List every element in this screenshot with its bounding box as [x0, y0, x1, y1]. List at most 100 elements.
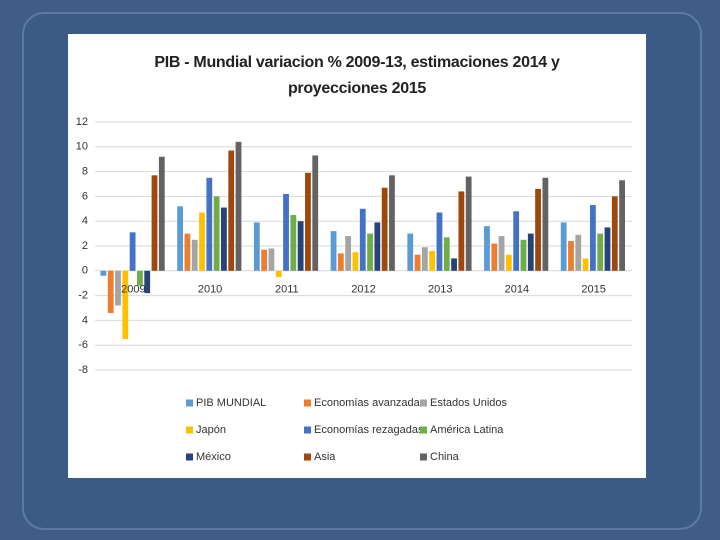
x-tick-label: 2011	[275, 284, 299, 296]
bar	[191, 239, 198, 271]
y-tick-label: -2	[78, 290, 88, 302]
legend-swatch	[186, 453, 193, 461]
bar	[184, 233, 191, 271]
bar	[345, 236, 352, 271]
bar	[137, 270, 143, 286]
bar	[491, 243, 498, 271]
bar	[484, 226, 490, 271]
legend-label: Japón	[196, 424, 226, 436]
bar	[582, 258, 589, 271]
x-tick-label: 2012	[351, 284, 375, 296]
legend-swatch	[420, 399, 427, 407]
bar	[589, 205, 596, 271]
bar	[337, 253, 344, 271]
bar	[436, 212, 443, 271]
bar	[421, 247, 428, 271]
bar	[283, 193, 289, 271]
bar	[359, 208, 366, 271]
bar	[505, 254, 512, 271]
bar	[451, 258, 457, 271]
bar	[290, 215, 297, 271]
bar	[407, 233, 414, 271]
bar	[381, 187, 388, 271]
bar	[312, 155, 319, 271]
y-tick-label: 10	[76, 141, 88, 153]
bar	[604, 227, 611, 271]
bar	[100, 270, 107, 276]
bar	[107, 270, 114, 313]
bar	[151, 175, 158, 271]
bar	[115, 270, 121, 306]
bar	[443, 237, 450, 271]
bar	[144, 270, 151, 294]
legend-swatch	[420, 453, 427, 461]
bar	[458, 191, 465, 271]
bar	[367, 233, 373, 271]
bar	[568, 241, 574, 271]
y-tick-label: 4	[82, 215, 88, 227]
bar	[611, 196, 618, 271]
bar	[498, 236, 505, 271]
bar	[465, 176, 472, 271]
bar	[129, 232, 136, 271]
y-tick-label: 12	[76, 116, 88, 128]
bar	[268, 248, 275, 271]
y-tick-label: 6	[82, 190, 88, 202]
bar	[414, 254, 421, 271]
legend-label: Economías rezagadas	[314, 424, 424, 436]
legend-label: México	[196, 451, 231, 463]
bar	[520, 239, 527, 271]
x-tick-label: 2010	[198, 284, 222, 296]
bar	[122, 270, 129, 339]
legend-swatch	[304, 426, 311, 434]
legend-swatch	[304, 399, 311, 407]
chart-title: PIB - Mundial variacion % 2009-13, estim…	[154, 54, 560, 97]
bar	[535, 188, 541, 271]
bar	[619, 180, 625, 271]
y-tick-label: 0	[82, 265, 88, 277]
bar	[513, 211, 520, 271]
x-tick-label: 2014	[505, 284, 529, 296]
bar	[261, 249, 268, 271]
bar	[213, 196, 220, 271]
bar	[527, 233, 534, 271]
bar	[542, 177, 549, 271]
bar	[206, 177, 213, 271]
legend-label: Asia	[314, 451, 336, 463]
bar	[297, 221, 304, 271]
bar	[221, 207, 227, 271]
legend-label: Estados Unidos	[430, 397, 508, 409]
y-tick-label: 4	[82, 314, 88, 326]
bar	[199, 212, 205, 271]
bar	[177, 206, 184, 271]
bar	[560, 222, 567, 271]
bar	[389, 175, 395, 271]
bar	[228, 150, 235, 271]
legend-label: Economías avanzadas	[314, 397, 426, 409]
x-tick-label: 2009	[121, 284, 145, 296]
bar	[429, 250, 436, 271]
bar	[235, 141, 242, 271]
legend-label: China	[430, 451, 460, 463]
bar	[158, 156, 165, 271]
legend-label: PIB MUNDIAL	[196, 397, 266, 409]
bar	[597, 233, 604, 271]
legend-swatch	[186, 426, 193, 434]
bar	[330, 231, 337, 271]
y-tick-label: -8	[78, 364, 88, 376]
x-tick-label: 2013	[428, 284, 452, 296]
bar	[352, 252, 359, 271]
legend-swatch	[304, 453, 311, 461]
bar	[575, 234, 582, 271]
y-tick-label: -6	[78, 339, 88, 351]
y-tick-label: 2	[82, 240, 88, 252]
bar	[305, 172, 311, 271]
bar	[253, 222, 260, 271]
x-tick-label: 2015	[581, 284, 605, 296]
legend-label: América Latina	[430, 424, 504, 436]
legend-swatch	[420, 426, 427, 434]
legend-swatch	[186, 399, 193, 407]
y-tick-label: 8	[82, 166, 88, 178]
